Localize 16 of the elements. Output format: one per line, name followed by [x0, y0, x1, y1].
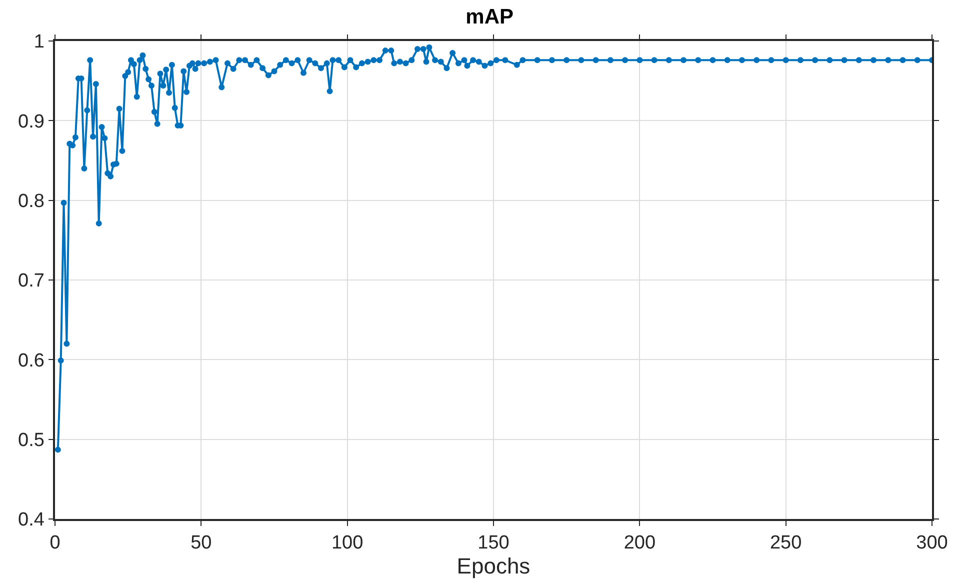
x-tick-label: 250 [770, 532, 802, 554]
x-tick-label: 300 [916, 532, 948, 554]
y-tick-label: 0.9 [18, 111, 44, 132]
chart-title: mAP [466, 5, 514, 28]
y-tick-label: 0.8 [18, 190, 44, 212]
x-tick-label: 50 [190, 532, 212, 554]
x-tick-label: 0 [50, 532, 60, 554]
y-tick-label: 0.6 [18, 350, 44, 372]
x-tick-label: 200 [624, 532, 656, 554]
x-axis-title: Epochs [456, 554, 530, 579]
y-tick-label: 0.5 [18, 430, 44, 451]
y-tick-label: 1 [34, 32, 44, 53]
x-tick-label: 150 [478, 532, 510, 554]
y-tick-label: 0.7 [18, 270, 44, 292]
y-tick-label: 0.4 [18, 510, 45, 531]
x-tick-label: 100 [331, 532, 364, 554]
